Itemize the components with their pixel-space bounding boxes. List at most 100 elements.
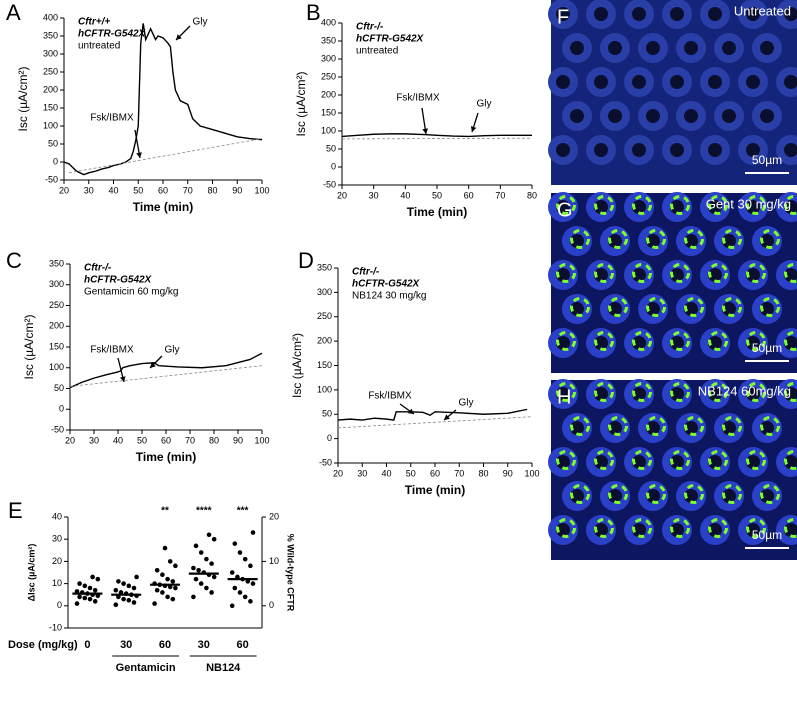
dot <box>233 586 238 591</box>
x-tick-label: 50 <box>406 468 416 478</box>
panel-title: NB124 30 mg/kg <box>352 291 427 302</box>
dot <box>204 586 209 591</box>
crypt-lumen <box>746 75 760 89</box>
dot <box>160 590 165 595</box>
x-tick-label: 100 <box>254 185 269 195</box>
annotation: Fsk/IBMX <box>90 113 134 124</box>
crypt-lumen <box>570 109 584 123</box>
panel-title: hCFTR-G542X <box>356 34 425 45</box>
x-tick-label: 50 <box>137 435 147 445</box>
x-tick-label: 20 <box>59 185 69 195</box>
dot <box>204 557 209 562</box>
x-tick-label: 80 <box>209 435 219 445</box>
x-tick-label: 40 <box>381 468 391 478</box>
trace <box>69 139 262 173</box>
x-axis-label: Time (min) <box>407 205 467 219</box>
y-tick-label: 50 <box>54 383 64 393</box>
y-tick-label: 350 <box>43 30 58 40</box>
y-tick-label: -50 <box>323 179 336 189</box>
dot <box>194 577 199 582</box>
x-axis-label: Time (min) <box>405 483 465 497</box>
dot <box>209 590 214 595</box>
crypt-lumen <box>646 109 660 123</box>
y-axis-label: ΔIsc (µA/cm²) <box>26 544 36 602</box>
dot <box>168 559 173 564</box>
x-tick-label: 30 <box>120 639 132 651</box>
arrow-head <box>422 128 428 134</box>
y2-tick-label: 0 <box>269 600 274 610</box>
dot <box>127 584 132 589</box>
panel-letter: C <box>6 248 22 273</box>
dot <box>132 600 137 605</box>
crypt-lumen <box>570 41 584 55</box>
panel-letter: F <box>557 6 569 28</box>
dot <box>191 595 196 600</box>
y-tick-label: 0 <box>327 433 332 443</box>
y-tick-label: 20 <box>52 556 62 566</box>
y-tick-label: 400 <box>321 17 336 27</box>
y-tick-label: -50 <box>45 174 58 184</box>
crypt-lumen <box>708 143 722 157</box>
panel-title: hCFTR-G542X <box>84 275 153 286</box>
y-tick-label: 0 <box>59 404 64 414</box>
y-tick-label: 250 <box>317 311 332 321</box>
trace <box>342 138 532 139</box>
x-tick-label: 60 <box>159 639 171 651</box>
dot <box>212 537 217 542</box>
dot <box>251 581 256 586</box>
x-tick-label: 20 <box>65 435 75 445</box>
y-tick-label: 400 <box>43 12 58 22</box>
dot <box>173 586 178 591</box>
crypt-lumen <box>632 75 646 89</box>
crypt-lumen <box>594 75 608 89</box>
y-tick-label: 0 <box>57 600 62 610</box>
significance: *** <box>237 506 249 517</box>
arrow-head <box>136 152 142 158</box>
y-tick-label: 50 <box>322 409 332 419</box>
y-tick-label: -10 <box>49 622 62 632</box>
dot <box>230 570 235 575</box>
dot <box>90 575 95 580</box>
image-label: NB124 60mg/kg <box>698 383 791 398</box>
y-axis-label: Isc (µA/cm²) <box>22 315 36 380</box>
dot <box>160 572 165 577</box>
crypt-lumen <box>556 75 570 89</box>
dot <box>75 601 80 606</box>
x-tick-label: 70 <box>185 435 195 445</box>
crypt-lumen <box>670 7 684 21</box>
x-tick-label: 30 <box>369 190 379 200</box>
annotation: Fsk/IBMX <box>90 345 134 356</box>
dot <box>116 579 121 584</box>
x-tick-label: 60 <box>236 639 248 651</box>
dot <box>121 597 126 602</box>
y-tick-label: 200 <box>43 84 58 94</box>
y2-tick-label: 20 <box>269 511 279 521</box>
dot <box>191 566 196 571</box>
y-tick-label: 150 <box>49 341 64 351</box>
dot <box>194 544 199 549</box>
panel-letter: D <box>298 248 314 273</box>
dot <box>243 595 248 600</box>
y-tick-label: -50 <box>51 424 64 434</box>
dot <box>248 564 253 569</box>
y-tick-label: 150 <box>321 107 336 117</box>
dot <box>77 581 82 586</box>
y-tick-label: 300 <box>321 53 336 63</box>
dot <box>171 597 176 602</box>
x-tick-label: 40 <box>400 190 410 200</box>
x-tick-label: 40 <box>108 185 118 195</box>
crypt-lumen <box>760 109 774 123</box>
dot <box>243 557 248 562</box>
x-tick-label: 100 <box>524 468 539 478</box>
y-tick-label: 100 <box>321 125 336 135</box>
y-tick-label: 250 <box>43 66 58 76</box>
y-tick-label: 200 <box>49 321 64 331</box>
x-tick-label: 60 <box>161 435 171 445</box>
y-tick-label: 350 <box>317 262 332 272</box>
x-tick-label: 80 <box>207 185 217 195</box>
scale-label: 50µm <box>752 153 782 167</box>
annotation: Gly <box>477 99 492 110</box>
dot <box>165 595 170 600</box>
x-tick-label: 90 <box>232 185 242 195</box>
annotation: Gly <box>459 398 474 409</box>
